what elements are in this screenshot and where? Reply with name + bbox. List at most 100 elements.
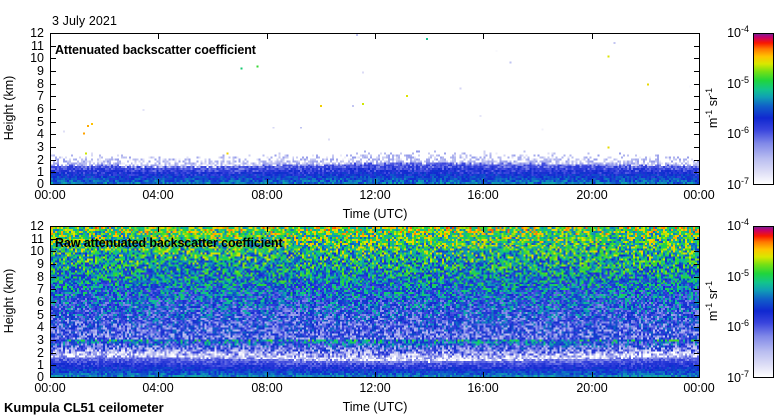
y-tick-left: [50, 71, 56, 72]
y-tick-label: 5: [37, 115, 44, 129]
colorbar-tick-label: 10-6: [727, 125, 749, 142]
panel-raw-attenuated-backscatter: Raw attenuated backscatter coefficient: [50, 226, 700, 378]
colorbar-tick-label: 10-5: [727, 74, 749, 91]
y-tick-label: 2: [37, 346, 44, 360]
colorbar-unit-bottom: m-1 sr-1: [703, 280, 720, 322]
colorbar-bottom: [753, 226, 774, 378]
y-tick-left: [50, 353, 56, 354]
colorbar-tick-label: 10-4: [727, 23, 749, 40]
y-tick-right: [694, 58, 700, 59]
y-tick-label: 2: [37, 153, 44, 167]
y-tick-left: [50, 96, 56, 97]
x-tick-label: 16:00: [467, 381, 499, 395]
y-tick-left: [50, 122, 56, 123]
y-tick-label: 11: [31, 232, 44, 246]
y-tick-right: [694, 147, 700, 148]
x-tick-label: 12:00: [359, 188, 391, 202]
x-axis-title-top: Time (UTC): [342, 207, 408, 221]
x-tick-bottom: [158, 372, 159, 378]
colorbar-gradient-top: [754, 34, 773, 184]
y-tick-label: 6: [37, 102, 44, 116]
y-axis-title-top: Height (km): [2, 75, 16, 141]
x-tick-label: 20:00: [576, 188, 608, 202]
y-tick-label: 7: [37, 282, 44, 296]
y-tick-label: 0: [37, 177, 44, 191]
y-tick-left: [50, 109, 56, 110]
raw-attenuated-backscatter-heatmap: [51, 227, 699, 377]
x-tick-label: 00:00: [34, 188, 66, 202]
y-tick-right: [694, 302, 700, 303]
y-tick-label: 5: [37, 308, 44, 322]
y-tick-left: [50, 84, 56, 85]
attenuated-backscatter-heatmap: [51, 34, 699, 184]
x-tick-top: [483, 33, 484, 39]
y-tick-right: [694, 46, 700, 47]
y-tick-label: 10: [30, 51, 44, 65]
x-tick-top: [267, 33, 268, 39]
x-tick-top: [483, 226, 484, 232]
y-tick-label: 4: [37, 320, 44, 334]
y-tick-label: 8: [37, 77, 44, 91]
x-tick-bottom: [375, 179, 376, 185]
panel-label-top: Attenuated backscatter coefficient: [55, 43, 256, 57]
y-tick-left: [50, 147, 56, 148]
y-axis-title-bottom: Height (km): [2, 268, 16, 334]
x-tick-bottom: [158, 179, 159, 185]
x-tick-bottom: [375, 372, 376, 378]
colorbar-tick-label: 10-5: [727, 267, 749, 284]
y-tick-label: 1: [37, 358, 44, 372]
y-tick-label: 0: [37, 370, 44, 384]
y-tick-right: [694, 251, 700, 252]
y-tick-right: [694, 264, 700, 265]
y-tick-right: [694, 71, 700, 72]
x-tick-label: 08:00: [251, 188, 283, 202]
colorbar-tick-label: 10-7: [727, 175, 749, 192]
y-tick-right: [694, 340, 700, 341]
y-tick-left: [50, 160, 56, 161]
y-tick-label: 10: [30, 244, 44, 258]
y-tick-right: [694, 109, 700, 110]
x-tick-bottom: [267, 179, 268, 185]
y-tick-right: [694, 315, 700, 316]
y-tick-left: [50, 172, 56, 173]
y-tick-label: 4: [37, 127, 44, 141]
date-title: 3 July 2021: [52, 14, 118, 28]
y-tick-label: 6: [37, 295, 44, 309]
x-tick-bottom: [592, 372, 593, 378]
y-tick-right: [694, 277, 700, 278]
y-tick-label: 3: [37, 140, 44, 154]
x-tick-bottom: [592, 179, 593, 185]
y-tick-left: [50, 58, 56, 59]
x-tick-top: [592, 33, 593, 39]
colorbar-tick-label: 10-7: [727, 368, 749, 385]
y-tick-left: [50, 134, 56, 135]
x-tick-label: 00:00: [683, 188, 715, 202]
y-tick-label: 12: [30, 219, 44, 233]
panel-frame-top: [50, 33, 700, 185]
x-tick-top: [267, 226, 268, 232]
x-tick-top: [375, 33, 376, 39]
y-tick-label: 12: [30, 26, 44, 40]
y-tick-left: [50, 251, 56, 252]
x-tick-label: 00:00: [683, 381, 715, 395]
x-tick-top: [592, 226, 593, 232]
y-tick-right: [694, 327, 700, 328]
y-tick-label: 11: [31, 39, 44, 53]
y-tick-right: [694, 160, 700, 161]
y-tick-left: [50, 340, 56, 341]
y-tick-right: [694, 84, 700, 85]
x-tick-label: 04:00: [142, 188, 174, 202]
x-tick-bottom: [267, 372, 268, 378]
x-tick-top: [375, 226, 376, 232]
y-tick-left: [50, 365, 56, 366]
x-tick-bottom: [483, 372, 484, 378]
y-tick-right: [694, 96, 700, 97]
y-tick-right: [694, 365, 700, 366]
x-axis-title-bottom: Time (UTC): [342, 400, 408, 414]
x-tick-label: 12:00: [359, 381, 391, 395]
y-tick-right: [694, 172, 700, 173]
x-tick-label: 16:00: [467, 188, 499, 202]
y-tick-label: 1: [37, 165, 44, 179]
y-tick-left: [50, 302, 56, 303]
